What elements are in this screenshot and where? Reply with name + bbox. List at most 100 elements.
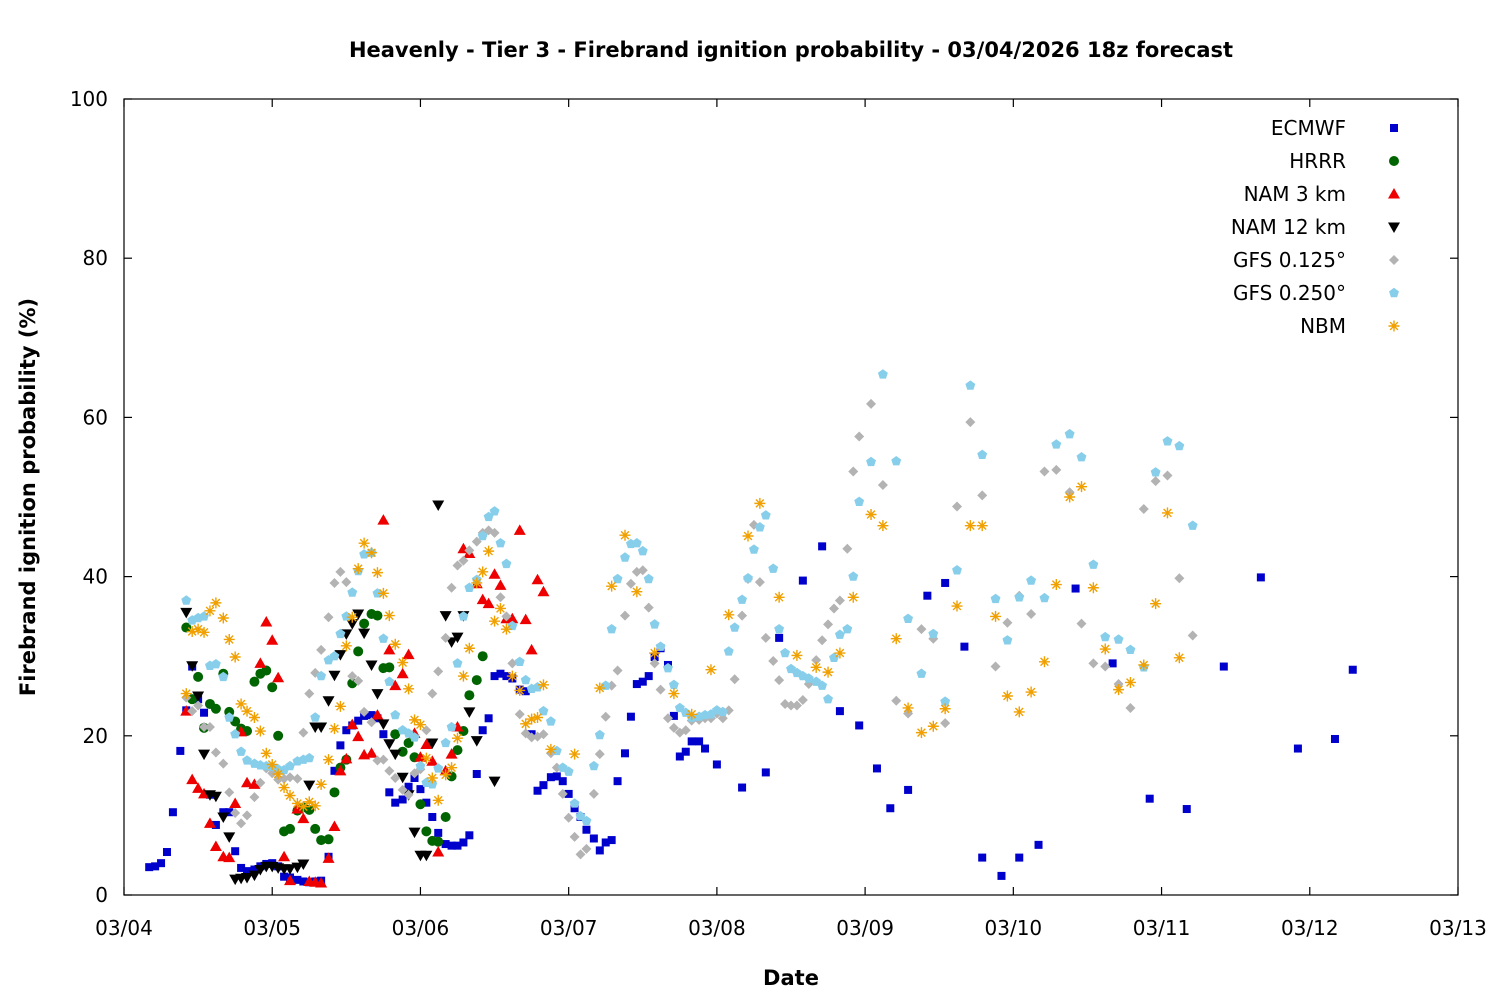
chart-title: Heavenly - Tier 3 - Firebrand ignition p… xyxy=(349,38,1233,62)
data-point-gfs-0-125 xyxy=(1026,609,1037,620)
data-point-nbm xyxy=(389,638,401,650)
x-tick-label: 03/11 xyxy=(1133,916,1191,940)
data-point-gfs-0-125 xyxy=(625,578,636,589)
data-point-gfs-0-125 xyxy=(384,765,395,776)
data-point-ecmwf xyxy=(391,798,400,807)
data-point-ecmwf xyxy=(681,747,690,756)
x-tick-label: 03/07 xyxy=(540,916,598,940)
data-point-gfs-0-250 xyxy=(507,620,518,631)
data-point-nbm xyxy=(742,530,754,542)
data-point-gfs-0-250 xyxy=(581,815,592,826)
data-point-ecmwf xyxy=(453,841,462,850)
data-point-nam-12-km xyxy=(420,850,433,862)
x-tick-label: 03/13 xyxy=(1429,916,1487,940)
data-point-hrrr xyxy=(477,651,488,662)
x-tick-label: 03/05 xyxy=(243,916,301,940)
legend-marker-nam-12-km xyxy=(1388,222,1400,233)
data-point-ecmwf xyxy=(533,786,542,795)
data-point-gfs-0-250 xyxy=(563,766,574,776)
data-point-ecmwf xyxy=(434,828,443,837)
data-point-gfs-0-125 xyxy=(403,789,414,800)
data-point-ecmwf xyxy=(243,867,252,876)
data-point-nbm xyxy=(1050,579,1062,591)
data-point-nbm xyxy=(334,700,346,712)
data-point-ecmwf xyxy=(775,633,784,642)
data-point-gfs-0-125 xyxy=(242,810,253,821)
data-point-nam-3-km xyxy=(248,778,261,789)
data-point-nbm xyxy=(204,605,216,617)
data-point-hrrr xyxy=(261,665,272,676)
data-point-nbm xyxy=(1087,582,1099,594)
data-point-nam-12-km xyxy=(209,791,222,803)
data-point-nbm xyxy=(254,725,266,737)
data-point-nbm xyxy=(1124,676,1136,688)
data-point-gfs-0-250 xyxy=(1125,644,1136,655)
data-point-gfs-0-125 xyxy=(1174,573,1185,584)
x-tick-label: 03/06 xyxy=(392,916,450,940)
data-point-ecmwf xyxy=(1348,665,1357,674)
data-point-nam-3-km xyxy=(476,593,489,605)
data-point-nam-12-km xyxy=(303,780,316,792)
legend-marker-hrrr xyxy=(1389,156,1399,166)
data-point-gfs-0-125 xyxy=(236,818,247,829)
data-point-ecmwf xyxy=(644,672,653,681)
data-point-nbm xyxy=(457,670,469,682)
data-point-gfs-0-250 xyxy=(588,760,599,771)
data-point-gfs-0-125 xyxy=(662,713,673,724)
data-point-gfs-0-250 xyxy=(760,510,771,520)
data-point-nam-12-km xyxy=(365,660,378,671)
data-point-ecmwf xyxy=(904,785,913,794)
data-point-ecmwf xyxy=(1015,853,1024,862)
data-point-nam-3-km xyxy=(402,648,415,660)
legend-label-gfs-0-250: GFS 0.250° xyxy=(1233,281,1346,305)
data-point-nbm xyxy=(284,790,296,801)
data-point-ecmwf xyxy=(620,749,629,758)
data-point-gfs-0-125 xyxy=(877,480,888,491)
data-point-gfs-0-250 xyxy=(891,455,902,466)
data-point-nbm xyxy=(606,580,618,592)
data-point-nam-12-km xyxy=(352,609,365,621)
data-point-gfs-0-250 xyxy=(1187,520,1198,530)
data-point-nam-3-km xyxy=(315,877,328,888)
data-point-gfs-0-250 xyxy=(606,623,617,634)
data-point-gfs-0-125 xyxy=(1187,630,1198,641)
data-point-hrrr xyxy=(464,690,475,701)
data-point-nam-12-km xyxy=(439,611,452,622)
data-point-nbm xyxy=(352,563,364,575)
data-point-nam-12-km xyxy=(470,736,483,747)
data-point-hrrr xyxy=(329,787,340,798)
data-point-nbm xyxy=(489,615,501,627)
data-point-gfs-0-125 xyxy=(353,675,364,686)
data-point-ecmwf xyxy=(687,737,696,746)
data-point-nbm xyxy=(210,597,222,609)
data-point-ecmwf xyxy=(447,841,456,850)
data-point-hrrr xyxy=(210,703,221,714)
data-point-ecmwf xyxy=(601,838,610,847)
data-point-nam-3-km xyxy=(192,782,205,793)
legend: ECMWF HRRR NAM 3 km NAM 12 km GFS 0.125° GFS … xyxy=(1231,116,1400,338)
data-point-gfs-0-125 xyxy=(977,490,988,501)
data-point-gfs-0-125 xyxy=(729,674,740,685)
legend-marker-nbm xyxy=(1388,320,1400,332)
data-point-gfs-0-250 xyxy=(643,573,654,584)
data-point-nam-12-km xyxy=(426,738,439,749)
data-point-ecmwf xyxy=(997,871,1006,880)
data-point-nam-3-km xyxy=(414,751,427,762)
data-point-nbm xyxy=(526,713,538,725)
data-point-ecmwf xyxy=(168,808,177,817)
data-point-ecmwf xyxy=(428,812,437,821)
data-point-gfs-0-250 xyxy=(749,544,759,554)
data-point-gfs-0-125 xyxy=(187,706,198,717)
data-point-gfs-0-125 xyxy=(323,612,334,623)
y-tick-label: 100 xyxy=(70,87,108,111)
data-point-nam-3-km xyxy=(254,657,267,668)
data-point-gfs-0-125 xyxy=(1051,464,1062,475)
data-point-ecmwf xyxy=(761,768,770,777)
data-point-nam-3-km xyxy=(297,812,310,824)
data-point-nbm xyxy=(520,718,532,730)
data-point-gfs-0-125 xyxy=(199,722,210,733)
data-point-gfs-0-125 xyxy=(1162,470,1173,481)
data-point-nbm xyxy=(927,720,939,732)
plot-frame xyxy=(123,98,1459,896)
data-point-nbm xyxy=(847,591,859,603)
